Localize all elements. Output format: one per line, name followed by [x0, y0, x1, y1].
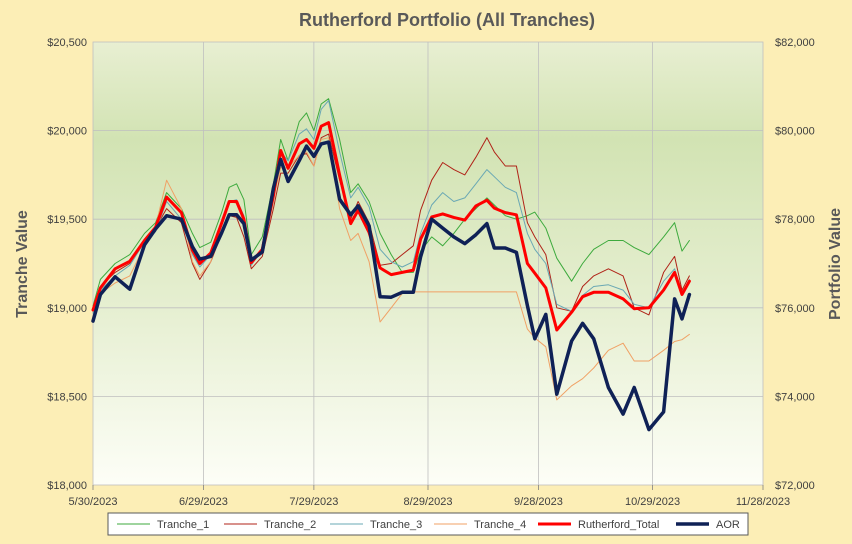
- y-axis-left: $18,000 $18,500 $19,000 $19,500 $20,000 $20,5…: [47, 37, 87, 492]
- y-tick-label: $20,000: [47, 126, 87, 138]
- legend-label: Tranche_3: [370, 519, 422, 531]
- series-line-aor: [91, 140, 692, 432]
- y-axis-right: $72,000 $74,000 $76,000 $78,000 $80,000 $82,0…: [775, 37, 815, 492]
- x-tick-label: 10/29/2023: [625, 496, 680, 508]
- y-axis-title: Tranche Value: [14, 210, 31, 318]
- legend-label: Tranche_1: [157, 519, 209, 531]
- legend-label: AOR: [716, 519, 740, 531]
- series-line-tranche-4: [92, 137, 690, 401]
- y2-tick-label: $72,000: [775, 480, 815, 492]
- chart-title: Rutherford Portfolio (All Tranches): [299, 10, 595, 30]
- series-lines: [91, 98, 692, 432]
- y-tick-label: $18,500: [47, 391, 87, 403]
- legend-box: [107, 512, 749, 536]
- x-tick-label: 9/28/2023: [514, 496, 563, 508]
- y2-tick-label: $78,000: [775, 214, 815, 226]
- x-tick-label: 11/28/2023: [736, 496, 790, 508]
- legend: Tranche_1 Tranche_2 Tranche_3 Tranche_4 Ruth…: [107, 512, 749, 536]
- y-tick-label: $20,500: [47, 37, 87, 49]
- y2-axis-title: Portfolio Value: [827, 208, 844, 320]
- y-tick-label: $19,500: [47, 214, 87, 226]
- x-tick-label: 7/29/2023: [289, 496, 338, 508]
- y2-tick-label: $74,000: [775, 391, 815, 403]
- series-line-tranche-1: [92, 98, 690, 307]
- x-tick-label: 5/30/2023: [69, 496, 118, 508]
- y-tick-label: $19,000: [47, 303, 87, 315]
- x-tick-label: 6/29/2023: [179, 496, 228, 508]
- legend-label: Tranche_2: [264, 519, 316, 531]
- y-tick-label: $18,000: [47, 480, 87, 492]
- y2-tick-label: $82,000: [775, 37, 815, 49]
- y2-tick-label: $76,000: [775, 303, 815, 315]
- x-tick-label: 8/29/2023: [404, 496, 453, 508]
- y2-tick-label: $80,000: [775, 126, 815, 138]
- x-axis: 5/30/2023 6/29/2023 7/29/2023 8/29/2023 9/28…: [69, 485, 790, 508]
- legend-label: Rutherford_Total: [578, 519, 659, 531]
- legend-label: Tranche_4: [474, 519, 526, 531]
- series-line-tranche-2: [92, 133, 690, 316]
